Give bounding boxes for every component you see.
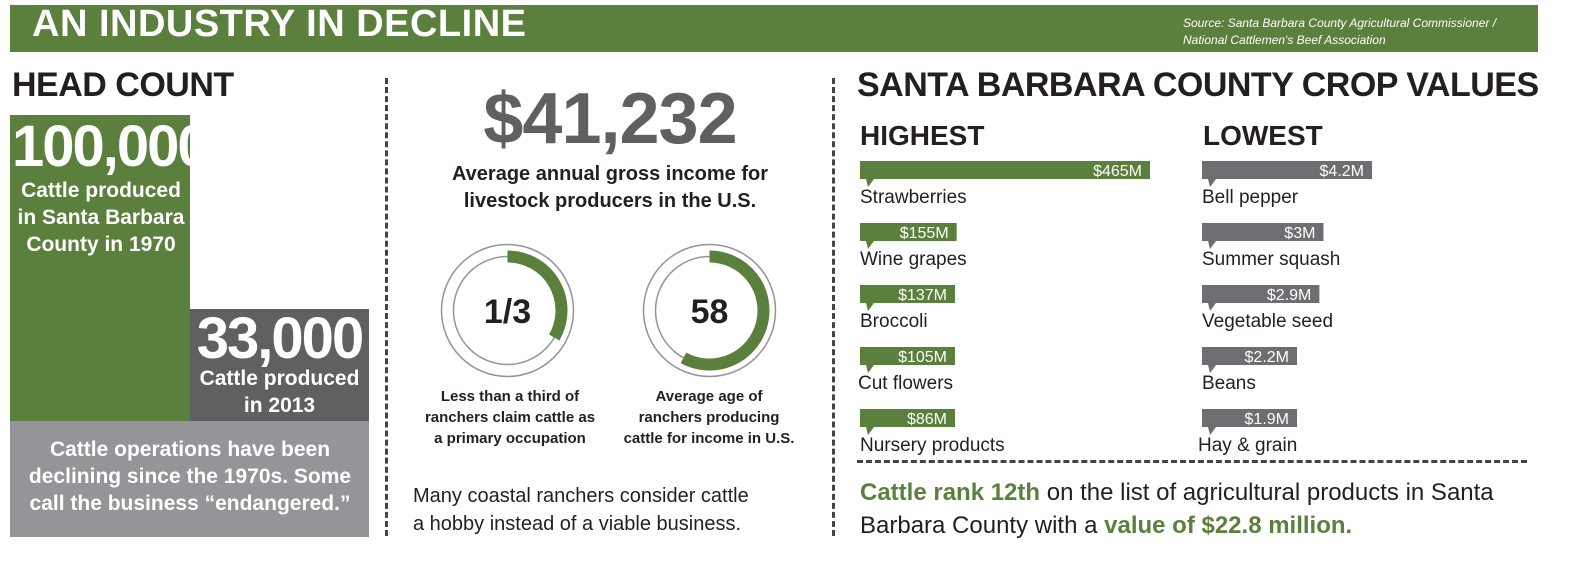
age-gauge-label: Average age of ranchers producing cattle… (612, 386, 806, 449)
caption-line: Cattle produced (21, 179, 181, 202)
age-gauge: 58 (642, 243, 777, 378)
category-label: Strawberries (860, 187, 967, 208)
cattle-1970-block (10, 115, 190, 421)
bar-value-label: $86M (907, 411, 947, 428)
cattle-2013-block (190, 309, 369, 421)
gauge-arc (680, 250, 770, 371)
category-label: Cut flowers (858, 373, 953, 394)
cattle-rank-summary: Cattle rank 12th on the list of agricult… (860, 476, 1540, 542)
bar-pointer (866, 179, 874, 187)
decline-note-box (10, 421, 369, 537)
crop-values-heading: SANTA BARBARA COUNTY CROP VALUES (857, 66, 1539, 104)
bar (1202, 285, 1320, 303)
gauge-arc (507, 250, 568, 341)
caption-line: County in 1970 (26, 233, 176, 256)
gauge-outer-ring (642, 243, 777, 378)
bar (860, 223, 957, 241)
banner-title: AN INDUSTRY IN DECLINE (32, 3, 527, 45)
head-count-heading: HEAD COUNT (12, 66, 234, 104)
occupation-gauge-label: Less than a third of ranchers claim catt… (415, 386, 605, 449)
caption-line: in 2013 (243, 394, 316, 417)
cattle-1970-value: 100,000 (12, 114, 210, 179)
lowest-crops-chart: $4.2M Bell pepper $3M Summer squash $2.9M Veg… (1198, 161, 1372, 455)
bar-pointer (1208, 241, 1216, 249)
category-label: Bell pepper (1202, 187, 1299, 208)
lowest-heading: LOWEST (1203, 120, 1323, 151)
header-banner (10, 5, 1538, 52)
bar-value-label: $1.9M (1245, 411, 1289, 428)
category-label: Beans (1202, 373, 1256, 394)
cattle-2013-caption: Cattle produced in 2013 (190, 365, 369, 419)
occupation-gauge: 1/3 (440, 243, 575, 378)
caption-line: Cattle produced (199, 367, 360, 390)
income-label-line: livestock producers in the U.S. (463, 190, 757, 212)
summary-text: on the list of agricultural products in … (860, 479, 1494, 539)
column-divider (385, 78, 388, 536)
note-line: declining since the 1970s. Some (28, 465, 352, 488)
hobby-note-line: a hobby instead of a viable business. (413, 513, 741, 535)
bar-value-label: $465M (1093, 163, 1142, 180)
gauge-label-line: cattle for income in U.S. (623, 430, 795, 447)
summary-divider (857, 460, 1527, 463)
bar-pointer (1208, 365, 1216, 373)
bar-value-label: $4.2M (1320, 163, 1364, 180)
gauge-label-line: Average age of (655, 388, 763, 405)
column-divider (832, 78, 835, 536)
bar (860, 285, 955, 303)
cattle-1970-caption: Cattle produced in Santa Barbara County … (12, 177, 190, 258)
gauge-label-line: ranchers producing (638, 409, 780, 426)
bar (1202, 409, 1297, 427)
gauge-value: 1/3 (484, 293, 531, 331)
bar-pointer (866, 365, 874, 373)
rank-highlight: Cattle rank 12th (860, 479, 1041, 506)
bar-value-label: $2.2M (1245, 349, 1289, 366)
hobby-note-line: Many coastal ranchers consider cattle (413, 485, 749, 507)
bar-value-label: $105M (898, 349, 947, 366)
category-label: Wine grapes (860, 249, 967, 270)
highest-heading: HIGHEST (860, 120, 985, 151)
caption-line: in Santa Barbara (17, 206, 185, 229)
bar-value-label: $3M (1284, 225, 1315, 242)
category-label: Nursery products (860, 435, 1005, 455)
bar (860, 347, 955, 365)
bar-value-label: $137M (898, 287, 947, 304)
gauge-outer-ring (440, 243, 575, 378)
bar-value-label: $2.9M (1267, 287, 1311, 304)
bar (1202, 223, 1324, 241)
bar (860, 409, 955, 427)
cattle-2013-value: 33,000 (196, 306, 364, 371)
note-line: Cattle operations have been (49, 438, 331, 461)
source-line: National Cattlemen's Beef Association (1183, 33, 1386, 47)
source-line: Source: Santa Barbara County Agricultura… (1183, 16, 1497, 30)
gauge-label-line: Less than a third of (440, 388, 580, 405)
gauge-value: 58 (691, 293, 729, 331)
source-credit: Source: Santa Barbara County Agricultura… (1183, 15, 1533, 49)
bar-value-label: $155M (900, 225, 949, 242)
bar (1202, 161, 1372, 179)
bar-pointer (866, 241, 874, 249)
bar (1202, 347, 1297, 365)
bar-pointer (866, 303, 874, 311)
note-line: call the business “endangered.” (29, 492, 351, 515)
income-label: Average annual gross income for livestoc… (398, 161, 822, 215)
value-highlight: value of $22.8 million. (1104, 512, 1353, 539)
category-label: Vegetable seed (1202, 311, 1333, 332)
income-label-line: Average annual gross income for (451, 163, 768, 185)
category-label: Summer squash (1202, 249, 1340, 270)
bar (860, 161, 1150, 179)
category-label: Hay & grain (1198, 435, 1297, 455)
income-value: $41,232 (483, 79, 737, 159)
category-label: Broccoli (860, 311, 928, 332)
decline-note: Cattle operations have been declining si… (20, 436, 360, 517)
bar-pointer (1208, 303, 1216, 311)
bar-pointer (1208, 179, 1216, 187)
gauge-label-line: a primary occupation (434, 430, 586, 447)
gauge-label-line: ranchers claim cattle as (424, 409, 596, 426)
highest-crops-chart: $465M Strawberries $155M Wine grapes $137M Br… (858, 161, 1150, 455)
bar-pointer (1208, 427, 1216, 435)
bar-pointer (866, 427, 874, 435)
hobby-note: Many coastal ranchers consider cattle a … (413, 482, 828, 538)
